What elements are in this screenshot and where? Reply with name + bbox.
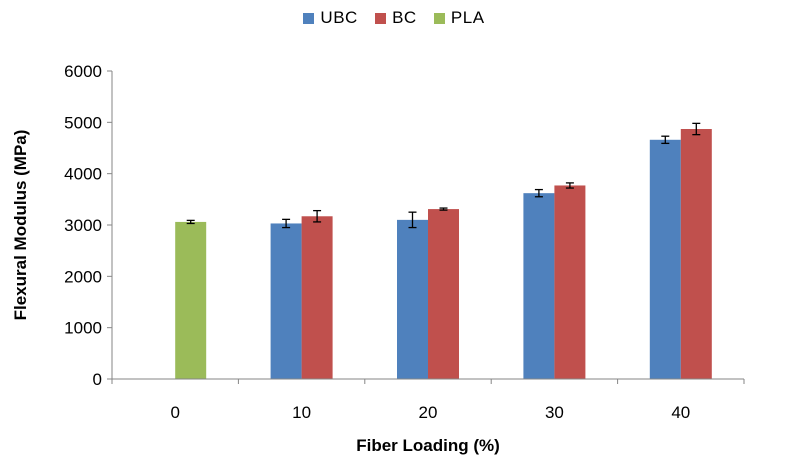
legend-label-pla: PLA (450, 8, 485, 27)
bar-bc-20 (428, 209, 459, 379)
chart-legend: UBC BC PLA (0, 8, 788, 29)
x-tick-label-40: 40 (671, 403, 690, 422)
error-bar-ubc-20 (408, 211, 417, 229)
legend-item-pla: PLA (433, 8, 485, 28)
x-tick-label-20: 20 (419, 403, 438, 422)
bar-pla-0 (175, 221, 207, 379)
bar-bc-40 (680, 129, 712, 379)
bar-ubc-10 (270, 223, 302, 379)
bar-bc-30 (554, 185, 586, 379)
y-tick-label-5000: 5000 (64, 113, 102, 132)
error-bar-pla-0 (186, 219, 195, 225)
error-bar-ubc-10 (282, 218, 291, 229)
x-tick-label-0: 0 (170, 403, 179, 422)
error-bar-bc-10 (313, 209, 322, 223)
bar-bc-10 (301, 216, 333, 379)
legend-swatch-pla (433, 12, 445, 24)
y-axis-title: Flexural Modulus (MPa) (11, 130, 30, 321)
x-axis-title: Fiber Loading (%) (356, 436, 500, 455)
legend-label-bc: BC (392, 8, 417, 27)
y-tick-label-1000: 1000 (64, 319, 102, 338)
y-tick-label-6000: 6000 (64, 62, 102, 81)
legend-swatch-bc (375, 12, 387, 24)
legend-item-ubc: UBC (303, 8, 357, 28)
legend-label-ubc: UBC (320, 8, 358, 27)
legend-item-bc: BC (375, 8, 417, 28)
bar-ubc-40 (649, 139, 681, 379)
error-bar-bc-30 (565, 182, 574, 189)
bar-ubc-30 (523, 193, 555, 379)
legend-swatch-ubc (303, 12, 315, 24)
bars-group (175, 129, 712, 379)
error-bar-ubc-40 (661, 135, 670, 145)
error-bar-ubc-30 (534, 188, 543, 198)
error-bars-group (186, 122, 701, 229)
x-tick-label-30: 30 (545, 403, 564, 422)
y-tick-label-0: 0 (93, 370, 102, 389)
error-bar-bc-20 (439, 207, 448, 211)
error-bar-bc-40 (692, 122, 701, 136)
x-tick-label-10: 10 (292, 403, 311, 422)
y-tick-label-2000: 2000 (64, 267, 102, 286)
y-tick-label-4000: 4000 (64, 165, 102, 184)
bar-ubc-20 (397, 219, 428, 379)
y-tick-label-3000: 3000 (64, 216, 102, 235)
axes-group: 0 10 20 30 40 0 1000 2000 3000 4000 5000 6000 (64, 62, 745, 422)
